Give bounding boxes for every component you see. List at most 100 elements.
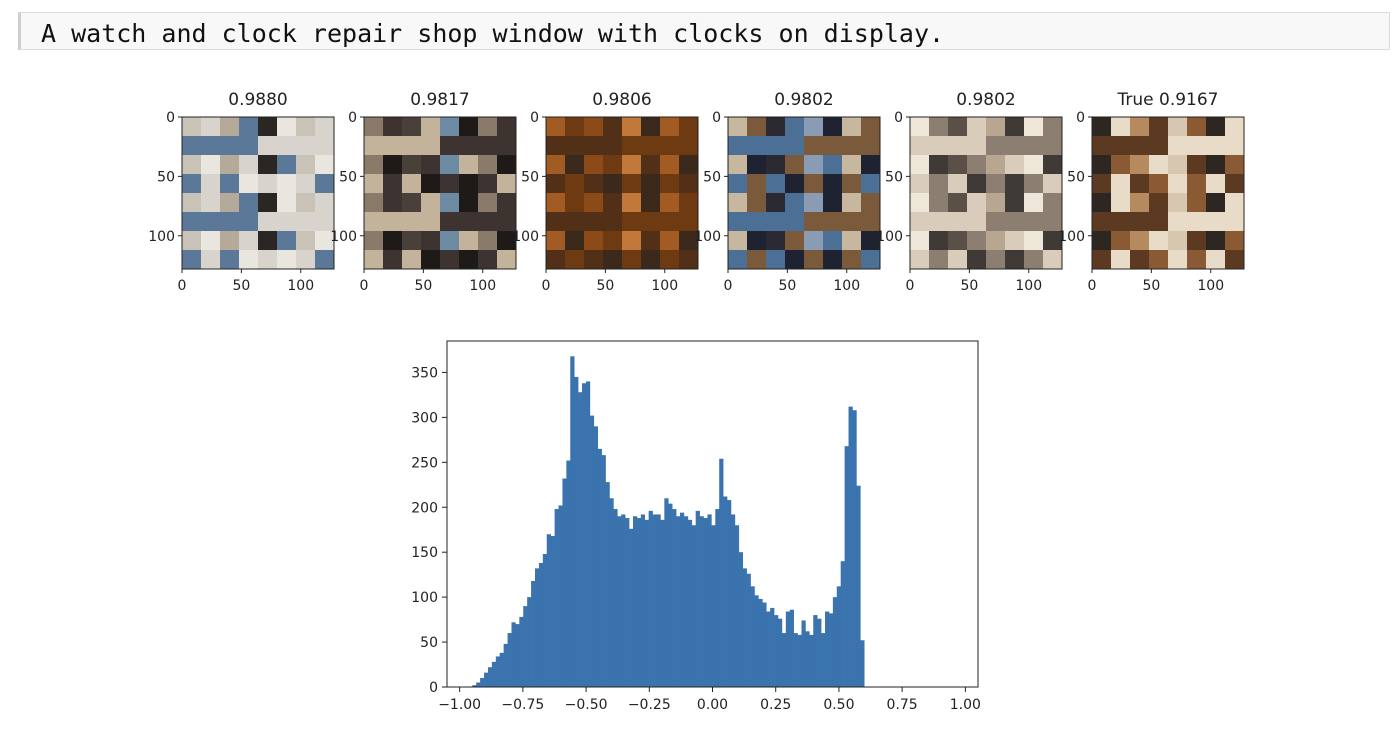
histogram-bar [527,597,532,687]
thumbnail-pixel-block [622,155,642,175]
thumbnail-pixel-block [622,174,642,194]
thumbnail-pixel-block [842,117,862,137]
thumbnail-pixel-block [1149,136,1169,156]
thumbnail-pixel-block [641,174,661,194]
thumbnail-pixel-block [785,117,805,137]
histogram-bar [746,573,751,687]
thumbnail-y-tick-label: 50 [339,169,357,185]
thumbnail-pixel-block [1024,155,1044,175]
thumbnail-y-tick-label: 100 [694,229,721,245]
thumbnail-title: 0.9802 [774,90,833,110]
thumbnail-pixel-block [239,212,259,232]
histogram-bar [558,505,563,687]
thumbnail-pixel-block [660,193,680,213]
thumbnail-title: 0.9880 [228,90,287,110]
thumbnail-pixel-block [1024,117,1044,137]
thumbnail-pixel-block [766,193,786,213]
thumbnail-x-tick-label: 100 [1015,278,1042,294]
thumbnail-pixel-block [766,174,786,194]
thumbnail-pixel-block [182,136,202,156]
thumbnail-pixel-block [679,250,699,270]
thumbnail-pixel-block [766,250,786,270]
thumbnail-pixel-block [1024,231,1044,251]
histogram-bar [597,448,602,687]
thumbnail-pixel-block [1111,136,1131,156]
thumbnail-pixel-block [929,136,949,156]
thumbnail-y-tick-label: 100 [1058,229,1085,245]
histogram-bar [542,553,548,687]
thumbnail-pixel-block [804,250,824,270]
histogram-bar [832,597,838,687]
thumbnail-pixel-block [402,174,422,194]
thumbnail-pixel-block [402,155,422,175]
thumbnail-pixel-block [603,136,623,156]
thumbnail-y-tick-label: 0 [348,110,357,126]
histogram-bar [554,509,559,687]
thumbnail-pixel-block [459,155,479,175]
thumbnail-pixel-block [1005,231,1025,251]
thumbnail-pixel-block [478,231,498,251]
thumbnail-x-tick-label: 50 [960,278,978,294]
histogram-bar [754,595,759,687]
thumbnail-pixel-block [1005,193,1025,213]
thumbnail-pixel-block [383,117,403,137]
thumbnail-pixel-block [497,155,517,175]
thumbnail-pixel-block [641,155,661,175]
histogram-bar [648,510,653,687]
thumbnail-pixel-block [929,231,949,251]
thumbnail-pixel-block [546,193,566,213]
thumbnail-pixel-block [1187,231,1207,251]
thumbnail-pixel-block [364,136,384,156]
histogram-bar [848,406,853,687]
histogram-bar [644,519,649,687]
thumbnail-pixel-block [315,117,335,137]
thumbnail-pixel-block [967,117,987,137]
thumbnail-pixel-block [728,136,748,156]
thumbnail-pixel-block [584,193,604,213]
thumbnail-pixel-block [967,155,987,175]
histogram-bar [585,381,591,687]
histogram-bar [828,613,834,687]
thumbnail-pixel-block [258,231,278,251]
histogram-bar [652,514,657,687]
thumbnail-pixel-block [383,136,403,156]
thumbnail-pixel-block [220,117,240,137]
thumbnail-pixel-block [383,174,403,194]
thumbnail-pixel-block [201,250,221,270]
thumbnail-pixel-block [660,250,680,270]
similarity-histogram: −1.00 −0.75 −0.50 −0.25 0.00 0.25 0.50 0.75 1.00… [411,340,981,713]
thumbnail-pixel-block [478,155,498,175]
thumbnail-pixel-block [546,212,566,232]
histogram-bar [836,586,841,687]
thumbnail-y-tick-label: 100 [330,229,357,245]
thumbnail-pixel-block [1043,155,1063,175]
thumbnail-pixel-block [565,231,585,251]
thumbnail-pixel-block [182,117,202,137]
thumbnail-pixel-block [1111,250,1131,270]
thumbnail-pixel-block [459,174,479,194]
thumbnail-pixel-block [1225,174,1245,194]
histogram-bar [723,496,728,687]
thumbnail-pixel-block [1187,193,1207,213]
thumbnail-pixel-block [910,174,930,194]
histogram-bar [672,509,677,687]
histogram-bar [511,622,516,687]
thumbnail-pixel-block [182,250,202,270]
thumbnail-pixel-block [1206,212,1226,232]
thumbnail-y-tick-label: 0 [894,110,903,126]
thumbnail-pixel-block [402,212,422,232]
thumbnail-pixel-block [861,193,881,213]
thumbnail-pixel-block [364,117,384,137]
thumbnail-pixel-block [258,193,278,213]
thumbnail-pixel-block [497,174,517,194]
thumbnail-pixel-block [584,117,604,137]
thumbnail-pixel-block [421,117,441,137]
thumbnail-pixel-block [929,155,949,175]
thumbnail-pixel-block [766,136,786,156]
thumbnail-pixel-block [785,174,805,194]
thumbnail-pixel-block [1130,250,1150,270]
thumbnail-pixel-block [948,117,968,137]
histogram-bar [770,607,775,687]
thumbnail-pixel-block [1092,250,1112,270]
thumbnail-pixel-block [546,136,566,156]
